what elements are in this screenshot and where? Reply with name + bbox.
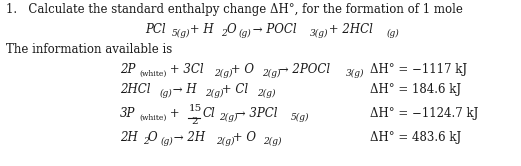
Text: 2HCl: 2HCl [120, 83, 151, 96]
Text: ΔH° = 483.6 kJ: ΔH° = 483.6 kJ [370, 131, 461, 144]
Text: 2H: 2H [120, 131, 138, 144]
Text: → 3PCl: → 3PCl [232, 107, 277, 120]
Text: + 3Cl: + 3Cl [166, 63, 204, 76]
Text: 3P: 3P [120, 107, 135, 120]
Text: 2: 2 [221, 29, 227, 38]
Text: 15: 15 [189, 104, 203, 113]
Text: O: O [226, 23, 236, 36]
Text: 1.   Calculate the standard enthalpy change ΔH°, for the formation of 1 mole: 1. Calculate the standard enthalpy chang… [6, 3, 467, 16]
Text: → 2H: → 2H [170, 131, 205, 144]
Text: +: + [166, 107, 183, 120]
Text: 2: 2 [191, 117, 198, 126]
Text: + 2HCl: + 2HCl [325, 23, 373, 36]
Text: (g): (g) [387, 29, 400, 38]
Text: ΔH° = 184.6 kJ: ΔH° = 184.6 kJ [370, 83, 461, 96]
Text: O: O [148, 131, 157, 144]
Text: + H: + H [185, 23, 213, 36]
Text: 2(g): 2(g) [264, 137, 282, 146]
Text: 2P: 2P [120, 63, 135, 76]
Text: → 2POCl: → 2POCl [275, 63, 330, 76]
Text: 2(g): 2(g) [214, 69, 233, 78]
Text: (white): (white) [140, 114, 167, 122]
Text: + O: + O [229, 131, 256, 144]
Text: (g): (g) [160, 137, 173, 146]
Text: 5(g): 5(g) [171, 29, 190, 38]
Text: 2(g): 2(g) [216, 137, 234, 146]
Text: → POCl: → POCl [249, 23, 296, 36]
Text: 2: 2 [143, 137, 148, 146]
Text: 3(g): 3(g) [346, 69, 365, 78]
Text: 3(g): 3(g) [310, 29, 329, 38]
Text: ΔH° = −1124.7 kJ: ΔH° = −1124.7 kJ [370, 107, 478, 120]
Text: + O: + O [227, 63, 254, 76]
Text: (white): (white) [140, 70, 167, 78]
Text: 5(g): 5(g) [290, 113, 309, 122]
Text: (g): (g) [239, 29, 252, 38]
Text: ΔH° = −1117 kJ: ΔH° = −1117 kJ [370, 63, 467, 76]
Text: Cl: Cl [202, 107, 215, 120]
Text: 2(g): 2(g) [262, 69, 281, 78]
Text: 2(g): 2(g) [219, 113, 237, 122]
Text: The information available is: The information available is [6, 43, 172, 56]
Text: 2(g): 2(g) [205, 89, 224, 98]
Text: 2(g): 2(g) [257, 89, 276, 98]
Text: + Cl: + Cl [218, 83, 248, 96]
Text: → H: → H [169, 83, 197, 96]
Text: PCl: PCl [145, 23, 166, 36]
Text: (g): (g) [159, 89, 172, 98]
